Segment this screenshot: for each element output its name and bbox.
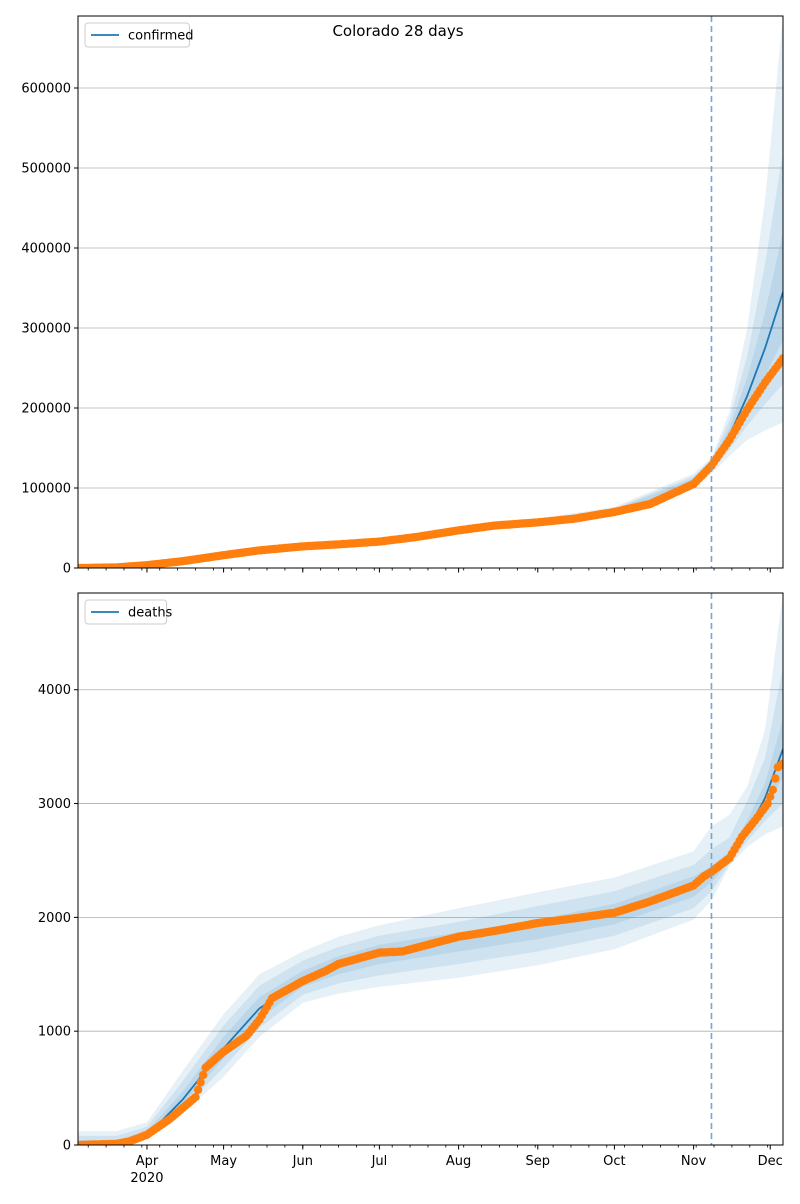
y-tick-label: 0 <box>63 1139 71 1154</box>
confirmed-panel: 0 100000 200000 300000 400000 500000 600000 con… <box>21 15 784 577</box>
y-tick-label: 400000 <box>21 242 71 257</box>
y-tick-label: 3000 <box>38 797 71 812</box>
x-tick-label: Nov <box>681 1154 707 1169</box>
observed-point <box>778 759 783 768</box>
y-tick-label: 200000 <box>21 402 71 417</box>
x-tick-label: Dec <box>758 1154 783 1169</box>
x-tick-label: Sep <box>526 1154 551 1169</box>
legend-box <box>84 599 168 625</box>
y-tick-label: 2000 <box>38 911 71 926</box>
plot-area <box>78 16 783 568</box>
legend: confirmed <box>84 22 194 48</box>
uncertainty-band <box>78 593 783 1145</box>
y-tick-label: 100000 <box>21 482 71 497</box>
deaths-panel: 0 1000 2000 3000 4000 Apr May Jun Jul Aug Sep Oct No… <box>38 592 784 1186</box>
figure-title: Colorado 28 days <box>332 22 463 40</box>
observed-point <box>766 792 775 801</box>
y-tick-label: 300000 <box>21 322 71 337</box>
observed-point <box>778 354 783 363</box>
observed-point <box>196 1078 205 1087</box>
x-year-label: 2020 <box>130 1171 163 1186</box>
x-tick-label: Aug <box>446 1154 471 1169</box>
legend-label: confirmed <box>128 29 194 44</box>
x-tick-label: Oct <box>603 1154 625 1169</box>
observed-point <box>768 785 777 795</box>
x-tick-label: Jun <box>292 1154 313 1169</box>
y-tick-label: 500000 <box>21 162 71 177</box>
plot-area <box>78 593 783 1145</box>
observed-point <box>763 799 772 808</box>
x-tick-label: Apr <box>136 1154 159 1169</box>
y-tick-label: 0 <box>63 562 71 577</box>
x-tick-label: May <box>210 1154 237 1169</box>
legend: deaths <box>84 599 173 625</box>
observed-point <box>771 774 780 783</box>
observed-point <box>193 1085 203 1095</box>
axes-frame <box>77 15 784 569</box>
x-tick-label: Jul <box>371 1154 388 1169</box>
observed-point <box>199 1070 208 1080</box>
observed-point <box>191 1093 200 1102</box>
y-tick-label: 600000 <box>21 82 71 97</box>
axes-frame <box>77 592 784 1146</box>
legend-box <box>84 22 190 48</box>
y-tick-label: 4000 <box>38 683 71 698</box>
legend-label: deaths <box>128 606 173 621</box>
y-tick-label: 1000 <box>38 1025 71 1040</box>
